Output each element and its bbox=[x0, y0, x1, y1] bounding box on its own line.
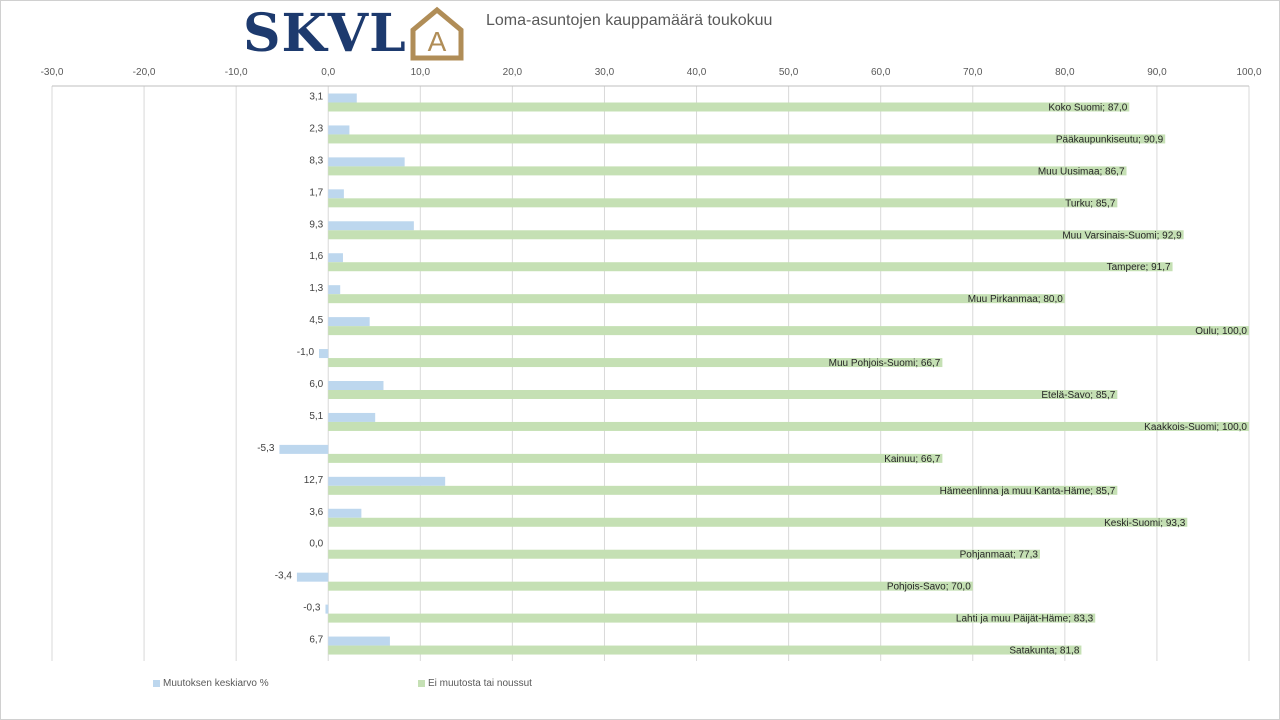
bar-series-2 bbox=[328, 421, 1249, 431]
bar-series-1 bbox=[328, 381, 384, 390]
data-label-series-1: 1,7 bbox=[309, 187, 323, 198]
x-tick-label: 0,0 bbox=[321, 67, 335, 78]
bar-series-1 bbox=[328, 285, 341, 295]
x-tick-label: 70,0 bbox=[963, 67, 983, 78]
x-tick-label: 50,0 bbox=[779, 67, 799, 78]
legend-swatch-series-2 bbox=[418, 680, 425, 687]
bar-series-2 bbox=[328, 134, 1166, 144]
bar-series-1 bbox=[296, 572, 329, 582]
data-label-series-1: -1,0 bbox=[297, 347, 315, 358]
bar-series-2 bbox=[328, 358, 943, 368]
data-label-series-2: Kaakkois-Suomi; 100,0 bbox=[1144, 422, 1247, 433]
bar-series-1 bbox=[328, 412, 376, 422]
data-label-series-1: 3,1 bbox=[309, 92, 323, 103]
data-label-series-1: 5,1 bbox=[309, 411, 323, 422]
bar-series-2 bbox=[328, 294, 1065, 304]
data-label-series-2: Koko Suomi; 87,0 bbox=[1048, 103, 1127, 114]
legend-swatch-series-1 bbox=[153, 680, 160, 687]
x-tick-label: 10,0 bbox=[411, 67, 431, 78]
data-label-series-1: 8,3 bbox=[309, 155, 323, 166]
bar-series-2 bbox=[328, 613, 1096, 623]
bar-series-2 bbox=[328, 102, 1130, 112]
bar-series-1 bbox=[328, 189, 344, 199]
data-label-series-2: Kainuu; 66,7 bbox=[884, 454, 941, 465]
bar-series-1 bbox=[328, 93, 357, 103]
data-label-series-1: 0,0 bbox=[309, 539, 323, 550]
x-tick-label: -10,0 bbox=[225, 67, 248, 78]
data-label-series-1: 12,7 bbox=[304, 475, 324, 486]
bar-series-1 bbox=[328, 317, 370, 327]
data-label-series-2: Muu Varsinais-Suomi; 92,9 bbox=[1062, 230, 1182, 241]
data-label-series-2: Pohjois-Savo; 70,0 bbox=[887, 582, 971, 593]
bar-series-1 bbox=[319, 349, 329, 359]
data-label-series-1: 4,5 bbox=[309, 315, 323, 326]
data-label-series-1: 3,6 bbox=[309, 507, 323, 518]
bar-series-2 bbox=[328, 230, 1184, 240]
bar-series-1 bbox=[325, 604, 329, 614]
logo-wordmark: SKVL bbox=[243, 3, 407, 64]
chart-title: Loma-asuntojen kauppamäärä toukokuu bbox=[486, 12, 773, 29]
data-label-series-1: 1,3 bbox=[309, 283, 323, 294]
data-label-series-2: Oulu; 100,0 bbox=[1195, 326, 1247, 337]
data-label-series-2: Etelä-Savo; 85,7 bbox=[1041, 390, 1115, 401]
bar-series-2 bbox=[328, 645, 1082, 655]
bar-series-2 bbox=[328, 549, 1040, 559]
bar-series-1 bbox=[328, 636, 390, 646]
bar-series-2 bbox=[328, 198, 1118, 208]
legend-label-series-2: Ei muutosta tai noussut bbox=[428, 678, 532, 689]
bar-series-1 bbox=[328, 253, 343, 263]
bar-series-2 bbox=[328, 390, 1118, 399]
bar-series-1 bbox=[328, 221, 414, 231]
data-label-series-1: -5,3 bbox=[257, 443, 275, 454]
x-tick-label: 40,0 bbox=[687, 67, 707, 78]
logo-letter: A bbox=[427, 26, 446, 57]
skvl-logo: SKVL A bbox=[243, 6, 465, 62]
data-label-series-1: 2,3 bbox=[309, 123, 323, 134]
data-label-series-1: 1,6 bbox=[309, 251, 323, 262]
legend-label-series-1: Muutoksen keskiarvo % bbox=[163, 678, 269, 689]
bar-series-1 bbox=[328, 125, 350, 135]
data-label-series-2: Muu Pirkanmaa; 80,0 bbox=[968, 294, 1063, 305]
x-tick-label: -30,0 bbox=[41, 67, 64, 78]
data-label-series-1: 6,7 bbox=[309, 635, 323, 646]
data-label-series-2: Keski-Suomi; 93,3 bbox=[1104, 518, 1186, 529]
data-label-series-1: -0,3 bbox=[303, 603, 321, 614]
data-label-series-2: Tampere; 91,7 bbox=[1107, 262, 1171, 273]
data-label-series-2: Pääkaupunkiseutu; 90,9 bbox=[1056, 134, 1164, 145]
bar-series-1 bbox=[279, 444, 329, 454]
data-label-series-2: Muu Uusimaa; 86,7 bbox=[1038, 166, 1125, 177]
x-tick-label: 100,0 bbox=[1236, 67, 1261, 78]
bar-series-2 bbox=[328, 166, 1127, 176]
bar-series-2 bbox=[328, 453, 943, 463]
legend-item-series-2: Ei muutosta tai noussut bbox=[418, 678, 532, 689]
x-tick-label: 80,0 bbox=[1055, 67, 1075, 78]
data-label-series-2: Muu Pohjois-Suomi; 66,7 bbox=[829, 358, 941, 369]
x-tick-label: -20,0 bbox=[133, 67, 156, 78]
bar-series-1 bbox=[328, 508, 362, 518]
legend-item-series-1: Muutoksen keskiarvo % bbox=[153, 678, 269, 689]
x-tick-label: 60,0 bbox=[871, 67, 891, 78]
bar-series-2 bbox=[328, 517, 1188, 527]
data-label-series-2: Hämeenlinna ja muu Kanta-Häme; 85,7 bbox=[940, 486, 1116, 497]
data-label-series-2: Turku; 85,7 bbox=[1065, 198, 1116, 209]
data-label-series-1: 9,3 bbox=[309, 219, 323, 230]
x-tick-label: 20,0 bbox=[503, 67, 523, 78]
bar-series-2 bbox=[328, 262, 1173, 272]
data-label-series-2: Lahti ja muu Päijät-Häme; 83,3 bbox=[956, 614, 1094, 625]
data-label-series-2: Satakunta; 81,8 bbox=[1009, 646, 1079, 657]
bar-series-1 bbox=[328, 157, 405, 167]
x-tick-label: 90,0 bbox=[1147, 67, 1167, 78]
bar-series-1 bbox=[328, 476, 446, 486]
house-logo-icon: A bbox=[410, 6, 464, 61]
data-label-series-2: Pohjanmaat; 77,3 bbox=[960, 550, 1039, 561]
bar-series-2 bbox=[328, 581, 973, 591]
bar-series-2 bbox=[328, 485, 1118, 495]
data-label-series-1: -3,4 bbox=[275, 571, 293, 582]
x-tick-label: 30,0 bbox=[595, 67, 615, 78]
bar-series-2 bbox=[328, 326, 1249, 336]
data-label-series-1: 6,0 bbox=[309, 379, 323, 390]
